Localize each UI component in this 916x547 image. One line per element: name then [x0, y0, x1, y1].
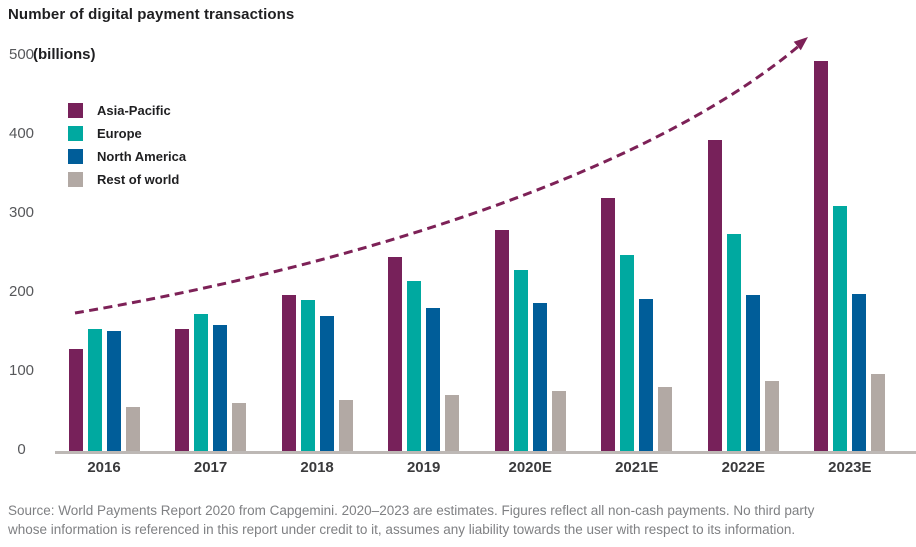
y-tick-200: 200: [8, 283, 35, 300]
bar-rest-of-world-2017: [232, 402, 247, 451]
bar-north-america-2017: [213, 324, 228, 451]
bar-north-america-2022e: [745, 295, 760, 451]
bar-rest-of-world-2021e: [658, 387, 673, 451]
bar-europe-2019: [407, 281, 422, 451]
bar-rest-of-world-2018: [338, 399, 353, 451]
x-tick-2020e: 2020E: [508, 459, 552, 476]
bar-asia-pacific-2023e: [814, 60, 829, 451]
y-tick-300: 300: [8, 204, 35, 221]
bar-europe-2023e: [833, 206, 848, 451]
bar-europe-2020e: [513, 270, 528, 451]
bar-north-america-2019: [426, 308, 441, 451]
bar-north-america-2020e: [532, 303, 547, 451]
source-note: Source: World Payments Report 2020 from …: [8, 501, 912, 539]
bar-asia-pacific-2021e: [601, 198, 616, 451]
y-tick-100: 100: [8, 362, 35, 379]
y-tick-0: 0: [17, 441, 26, 458]
x-tick-2021e: 2021E: [615, 459, 659, 476]
bar-europe-2018: [300, 300, 315, 451]
bar-europe-2016: [87, 328, 102, 451]
bar-north-america-2018: [319, 315, 334, 451]
bar-rest-of-world-2019: [445, 394, 460, 451]
bar-rest-of-world-2016: [125, 406, 140, 451]
chart-title: Number of digital payment transactions: [8, 6, 295, 23]
bar-asia-pacific-2017: [175, 328, 190, 451]
x-tick-2022e: 2022E: [721, 459, 765, 476]
bar-rest-of-world-2023e: [871, 374, 886, 451]
x-tick-2018: 2018: [300, 459, 334, 476]
x-axis-line: [55, 451, 916, 454]
bar-asia-pacific-2019: [388, 257, 403, 451]
x-tick-2023e: 2023E: [828, 459, 872, 476]
bar-europe-2017: [194, 314, 209, 451]
y-tick-500: 500: [8, 46, 35, 63]
bar-asia-pacific-2022e: [707, 139, 722, 451]
bar-asia-pacific-2016: [68, 349, 83, 451]
x-tick-2016: 2016: [87, 459, 121, 476]
bar-rest-of-world-2020e: [551, 390, 566, 451]
bar-asia-pacific-2020e: [494, 229, 509, 451]
bar-north-america-2021e: [639, 299, 654, 451]
bar-europe-2021e: [620, 255, 635, 451]
bar-rest-of-world-2022e: [764, 380, 779, 451]
source-note-line2: whose information is referenced in this …: [8, 522, 796, 537]
x-tick-2019: 2019: [406, 459, 441, 476]
source-note-line1: Source: World Payments Report 2020 from …: [8, 503, 815, 518]
y-tick-400: 400: [8, 125, 35, 142]
bar-north-america-2016: [106, 330, 121, 451]
bar-asia-pacific-2018: [281, 295, 296, 451]
x-tick-2017: 2017: [193, 459, 228, 476]
bar-north-america-2023e: [852, 293, 867, 451]
bar-europe-2022e: [726, 233, 741, 451]
